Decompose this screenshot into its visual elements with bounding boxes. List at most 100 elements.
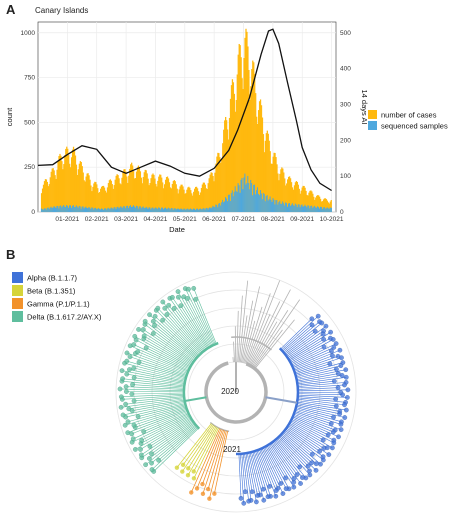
cases-bar bbox=[326, 200, 329, 212]
cases-bar bbox=[202, 182, 205, 212]
cases-bar bbox=[87, 173, 89, 212]
other-lineage-branch bbox=[243, 320, 256, 364]
sequenced-bar bbox=[172, 209, 174, 212]
cases-bar bbox=[294, 182, 297, 212]
alpha-branch bbox=[247, 452, 257, 502]
alpha-branch bbox=[255, 450, 271, 497]
delta-branch bbox=[128, 399, 185, 410]
delta-branch bbox=[126, 373, 185, 384]
cases-bar bbox=[274, 152, 276, 212]
cases-bar bbox=[290, 182, 293, 212]
cases-bar bbox=[63, 164, 65, 212]
cases-bar bbox=[59, 153, 61, 212]
delta-branch bbox=[122, 378, 185, 387]
sequenced-bar bbox=[171, 208, 174, 212]
sequenced-bar bbox=[221, 202, 223, 212]
alpha-tip bbox=[337, 411, 343, 417]
cases-bar bbox=[143, 172, 145, 212]
alpha-branch bbox=[297, 396, 336, 400]
sequenced-bar bbox=[236, 191, 238, 212]
cases-bar bbox=[280, 169, 282, 212]
delta-tip bbox=[186, 286, 191, 292]
sequenced-bar bbox=[205, 207, 207, 212]
delta-tip bbox=[139, 437, 144, 443]
delta-tip bbox=[142, 318, 148, 324]
sequenced-bar bbox=[149, 207, 151, 212]
alpha-tip bbox=[238, 496, 244, 501]
sequenced-bar bbox=[314, 205, 316, 212]
sequenced-bar bbox=[293, 205, 296, 212]
cases-bar bbox=[286, 183, 288, 212]
sequenced-bar bbox=[175, 209, 177, 212]
delta-tip bbox=[124, 358, 130, 364]
delta-branch bbox=[149, 423, 195, 459]
legend-swatch bbox=[368, 121, 377, 130]
alpha-tip bbox=[321, 336, 326, 342]
delta-branch bbox=[153, 427, 199, 472]
cases-bar bbox=[179, 186, 181, 212]
sequenced-bar bbox=[113, 207, 115, 212]
delta-tip bbox=[178, 303, 184, 309]
delta-tip bbox=[143, 345, 149, 351]
alpha-branch bbox=[292, 416, 339, 438]
delta-branch bbox=[173, 308, 206, 351]
sequenced-bar bbox=[99, 208, 101, 212]
delta-tip bbox=[191, 286, 197, 291]
delta-tip bbox=[132, 333, 138, 339]
sequenced-bar bbox=[179, 209, 181, 212]
sequenced-bar bbox=[93, 209, 95, 212]
cases-bar bbox=[91, 191, 93, 212]
sequenced-bar bbox=[294, 203, 297, 212]
alpha-branch bbox=[297, 400, 337, 407]
delta-branch bbox=[153, 333, 194, 363]
cases-bar bbox=[324, 198, 327, 212]
cases-bar bbox=[249, 99, 251, 212]
cases-bar bbox=[84, 181, 86, 212]
cases-bar bbox=[126, 176, 128, 212]
x-tick-label: 08-2021 bbox=[261, 216, 285, 223]
cases-bar bbox=[125, 171, 127, 212]
sequenced-bar bbox=[219, 202, 221, 212]
alpha-tip bbox=[345, 395, 350, 400]
cases-bar bbox=[236, 74, 238, 213]
cases-bar bbox=[234, 111, 236, 212]
other-lineage-branch bbox=[244, 306, 263, 364]
sequenced-bar bbox=[45, 209, 48, 212]
delta-branch bbox=[137, 351, 189, 373]
delta-tip bbox=[124, 350, 130, 356]
delta-branch bbox=[154, 316, 199, 357]
sequenced-bar bbox=[234, 186, 236, 212]
gamma-branch bbox=[209, 430, 227, 499]
delta-tip bbox=[140, 327, 146, 332]
cases-bar bbox=[285, 185, 287, 212]
alpha-branch bbox=[265, 446, 290, 489]
sequenced-bar bbox=[63, 205, 65, 212]
alpha-branch bbox=[290, 421, 324, 441]
delta-tip bbox=[147, 312, 152, 318]
sequenced-bar bbox=[128, 208, 130, 212]
sequenced-bar bbox=[115, 209, 117, 212]
cases-bar bbox=[43, 181, 46, 212]
alpha-branch bbox=[286, 427, 320, 452]
sequenced-bar bbox=[155, 207, 157, 212]
alpha-branch bbox=[272, 441, 298, 475]
other-lineage-branch bbox=[254, 319, 295, 369]
delta-branch bbox=[138, 329, 193, 365]
delta-branch bbox=[123, 402, 186, 416]
alpha-tip bbox=[323, 323, 329, 329]
sequenced-bar bbox=[43, 208, 46, 212]
sequenced-bar bbox=[84, 207, 86, 212]
cases-bar bbox=[215, 163, 217, 212]
sequenced-bar bbox=[118, 208, 120, 212]
alpha-branch bbox=[269, 444, 294, 483]
sequenced-bar bbox=[230, 192, 233, 212]
delta-branch bbox=[127, 405, 186, 423]
sequenced-bar bbox=[301, 204, 303, 212]
cases-bar bbox=[217, 152, 219, 212]
other-lineage-branch bbox=[253, 329, 283, 369]
alpha-branch bbox=[293, 349, 341, 370]
cases-bar bbox=[204, 184, 206, 212]
alpha-branch bbox=[261, 448, 284, 494]
delta-tip bbox=[150, 331, 156, 336]
cases-bar bbox=[144, 169, 146, 212]
